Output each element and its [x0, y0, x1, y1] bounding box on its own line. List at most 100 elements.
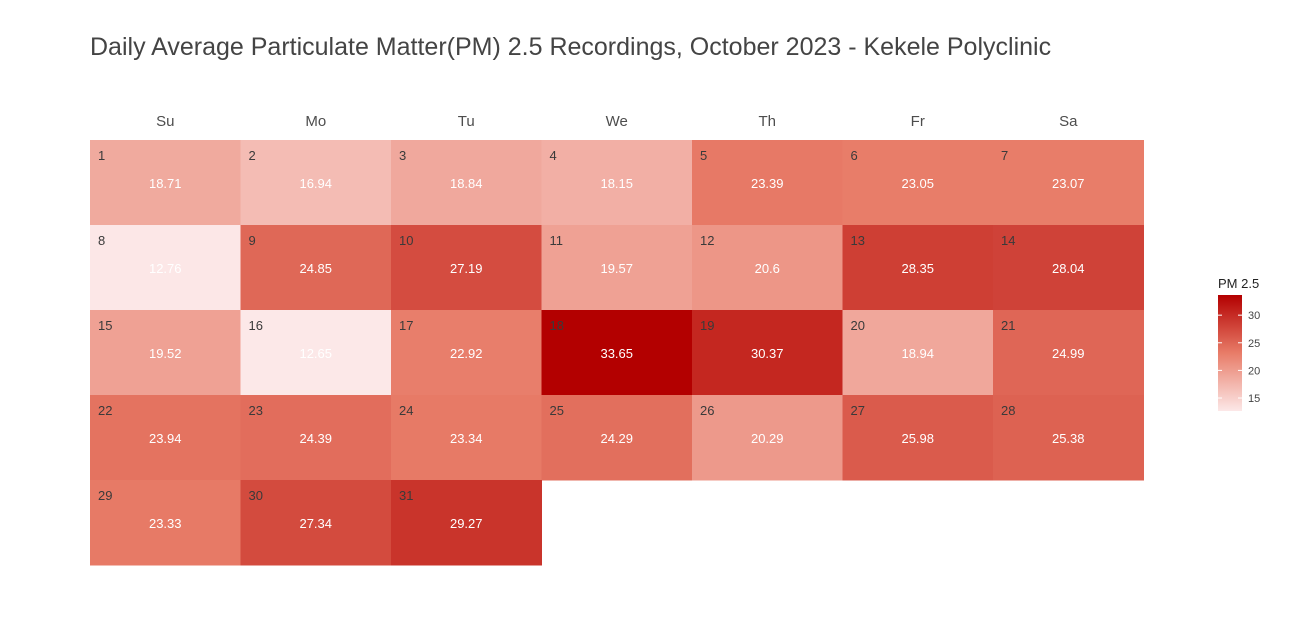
day-number-label: 2	[249, 148, 256, 163]
day-tile-fill	[993, 310, 1144, 396]
day-number-label: 17	[399, 318, 413, 333]
day-value-label: 18.94	[901, 346, 934, 361]
day-tile-fill	[240, 480, 392, 566]
weekday-label-su: Su	[156, 113, 174, 130]
day-number-label: 28	[1001, 403, 1015, 418]
day-number-label: 5	[700, 148, 707, 163]
calendar-day-tile: 216.94	[240, 140, 392, 226]
day-tile-fill	[842, 140, 994, 226]
day-value-label: 27.19	[450, 261, 483, 276]
calendar-day-tile: 18 33.65	[541, 310, 693, 396]
calendar-day-tile: 25 24.29	[541, 395, 693, 481]
day-number-label: 18	[550, 318, 564, 333]
day-number-label: 7	[1001, 148, 1008, 163]
day-value-label: 24.39	[299, 431, 332, 446]
day-value-label: 20.6	[755, 261, 780, 276]
calendar-day-tile: 623.05	[842, 140, 994, 226]
day-value-label: 29.27	[450, 516, 483, 531]
day-value-label: 22.92	[450, 346, 483, 361]
day-tile-fill	[842, 225, 994, 311]
legend-color-bar	[1218, 295, 1242, 411]
day-value-label: 24.99	[1052, 346, 1085, 361]
day-tile-fill	[391, 395, 542, 481]
day-number-label: 21	[1001, 318, 1015, 333]
day-value-label: 12.76	[149, 261, 182, 276]
day-tile-fill	[90, 140, 241, 226]
day-number-label: 6	[851, 148, 858, 163]
calendar-day-tile: 924.85	[240, 225, 392, 311]
day-value-label: 25.38	[1052, 431, 1085, 446]
color-legend: PM 2.5 15 20 25 30	[1218, 276, 1260, 411]
day-number-label: 24	[399, 403, 413, 418]
calendar-day-tile: 19 30.37	[692, 310, 843, 396]
day-number-label: 3	[399, 148, 406, 163]
calendar-day-tile: 28 25.38	[993, 395, 1144, 481]
day-value-label: 12.65	[299, 346, 332, 361]
day-value-label: 23.94	[149, 431, 182, 446]
day-number-label: 30	[249, 488, 263, 503]
day-number-label: 20	[851, 318, 865, 333]
day-number-label: 12	[700, 233, 714, 248]
day-value-label: 19.57	[600, 261, 633, 276]
day-value-label: 23.34	[450, 431, 483, 446]
day-tile-fill	[993, 395, 1144, 481]
calendar-day-tile: 12 20.6	[692, 225, 843, 311]
day-tile-fill	[240, 310, 392, 396]
calendar-day-tile: 20 18.94	[842, 310, 994, 396]
day-tile-fill	[541, 225, 693, 311]
day-tile-fill	[391, 140, 542, 226]
calendar-day-tile: 14 28.04	[993, 225, 1144, 311]
day-number-label: 16	[249, 318, 263, 333]
calendar-day-tile: 15 19.52	[90, 310, 241, 396]
day-tile-fill	[842, 395, 994, 481]
day-value-label: 18.84	[450, 176, 483, 191]
weekday-label-th: Th	[758, 113, 776, 130]
calendar-day-tile: 27 25.98	[842, 395, 994, 481]
day-tile-fill	[240, 395, 392, 481]
calendar-day-tile: 11 19.57	[541, 225, 693, 311]
weekday-label-mo: Mo	[305, 113, 326, 130]
legend-ticks: 15 20 25 30	[1218, 310, 1260, 405]
calendar-tiles: 118.71216.94318.84418.15523.39623.05723.…	[90, 140, 1144, 566]
day-value-label: 30.37	[751, 346, 784, 361]
day-value-label: 23.33	[149, 516, 182, 531]
day-tile-fill	[391, 225, 542, 311]
calendar-day-tile: 31 29.27	[391, 480, 542, 566]
day-number-label: 11	[550, 233, 564, 248]
day-value-label: 23.39	[751, 176, 784, 191]
chart-title: Daily Average Particulate Matter(PM) 2.5…	[90, 33, 1052, 61]
legend-tick-label: 15	[1248, 393, 1260, 405]
calendar-day-tile: 523.39	[692, 140, 843, 226]
day-tile-fill	[692, 140, 843, 226]
day-number-label: 25	[550, 403, 564, 418]
calendar-day-tile: 29 23.33	[90, 480, 241, 566]
calendar-day-tile: 723.07	[993, 140, 1144, 226]
day-value-label: 23.07	[1052, 176, 1085, 191]
legend-tick-label: 25	[1248, 338, 1260, 350]
day-number-label: 29	[98, 488, 112, 503]
day-number-label: 31	[399, 488, 413, 503]
day-number-label: 26	[700, 403, 714, 418]
day-tile-fill	[90, 225, 241, 311]
day-number-label: 13	[851, 233, 865, 248]
day-number-label: 22	[98, 403, 112, 418]
calendar-day-tile: 812.76	[90, 225, 241, 311]
day-number-label: 1	[98, 148, 105, 163]
day-tile-fill	[993, 225, 1144, 311]
calendar-day-tile: 418.15	[541, 140, 693, 226]
calendar-day-tile: 30 27.34	[240, 480, 392, 566]
calendar-day-tile: 24 23.34	[391, 395, 542, 481]
day-value-label: 19.52	[149, 346, 182, 361]
day-tile-fill	[391, 480, 542, 566]
day-number-label: 9	[249, 233, 256, 248]
calendar-day-tile: 118.71	[90, 140, 241, 226]
day-tile-fill	[240, 140, 392, 226]
calendar-day-tile: 16 12.65	[240, 310, 392, 396]
day-tile-fill	[391, 310, 542, 396]
day-value-label: 25.98	[901, 431, 934, 446]
day-number-label: 15	[98, 318, 112, 333]
day-tile-fill	[90, 480, 241, 566]
day-value-label: 33.65	[600, 346, 633, 361]
weekday-label-we: We	[606, 113, 628, 130]
